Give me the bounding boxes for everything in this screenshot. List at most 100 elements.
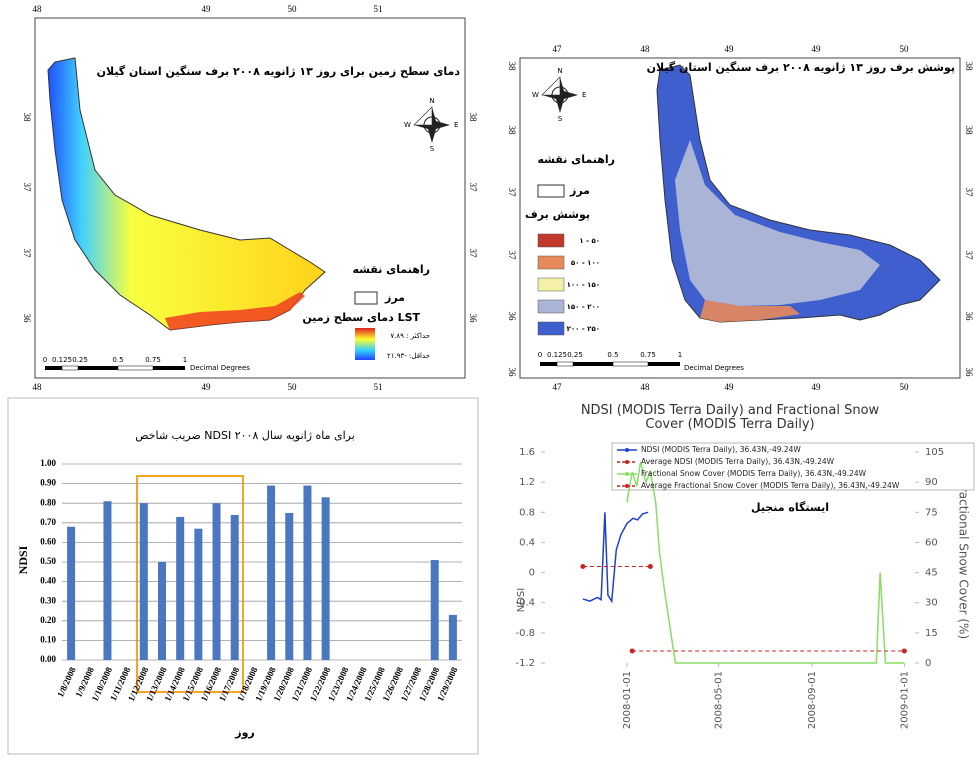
legend-label: مرز bbox=[384, 291, 405, 304]
y2-tick-label: 90 bbox=[925, 477, 938, 488]
y-tick-label: 0.10 bbox=[40, 634, 56, 644]
legend-swatch bbox=[537, 233, 565, 248]
legend-label: Average Fractional Snow Cover (MODIS Ter… bbox=[641, 481, 900, 490]
lat-label: 37 bbox=[22, 249, 32, 259]
y-tick-label: -1.2 bbox=[515, 658, 535, 669]
y-tick-label: 1.6 bbox=[519, 447, 535, 458]
legend-label: ۲۰۰ - ۲۵۰ bbox=[567, 325, 600, 333]
legend-swatch bbox=[625, 472, 629, 476]
y-tick-label: 1.00 bbox=[40, 458, 56, 468]
y-tick-label: -0.4 bbox=[515, 598, 535, 609]
y-tick-label: 0.40 bbox=[40, 576, 56, 586]
lat-label: 38 bbox=[507, 62, 517, 72]
compass-letter: W bbox=[404, 121, 411, 129]
legend-label: NDSI (MODIS Terra Daily), 36.43N,-49.24W bbox=[641, 445, 801, 454]
scale-label: 1 bbox=[678, 351, 682, 359]
y-tick-label: 0.20 bbox=[40, 615, 56, 625]
highlight-box bbox=[136, 475, 244, 693]
y-tick-label: 0.80 bbox=[40, 497, 56, 507]
legend-label: Average NDSI (MODIS Terra Daily), 36.43N… bbox=[641, 457, 835, 466]
compass-letter: E bbox=[582, 91, 586, 99]
point bbox=[647, 564, 653, 570]
lat-label: 38 bbox=[22, 113, 32, 123]
lat-label: 38 bbox=[507, 126, 517, 136]
lat-label: 36 bbox=[468, 314, 478, 324]
point bbox=[580, 564, 586, 570]
y-tick-label: -0.8 bbox=[515, 628, 535, 639]
map-panel: پوشش برف روز ۱۳ ژانویه ۲۰۰۸ برف سنگین اس… bbox=[507, 44, 974, 392]
lat-label: 36 bbox=[964, 368, 974, 378]
scale-label: 0.125 bbox=[52, 356, 72, 364]
chart-title: NDSI (MODIS Terra Daily) and Fractional … bbox=[580, 403, 880, 432]
compass-letter: N bbox=[429, 97, 434, 105]
x-tick-label: 2008-05-01 bbox=[714, 671, 725, 729]
y2-tick-label: 0 bbox=[925, 658, 931, 669]
y2-tick-label: 75 bbox=[925, 507, 938, 518]
warm-zone bbox=[165, 292, 305, 330]
bar bbox=[139, 503, 148, 660]
legend-swatch bbox=[625, 460, 629, 464]
scale-label: 0 bbox=[43, 356, 47, 364]
y2-tick-label: 45 bbox=[925, 568, 938, 579]
lat-label: 38 bbox=[468, 113, 478, 123]
scale-label: 1 bbox=[183, 356, 187, 364]
bar bbox=[430, 560, 439, 660]
lon-label: 48 bbox=[641, 382, 651, 392]
compass-letter: E bbox=[454, 121, 458, 129]
legend-swatch bbox=[354, 291, 378, 305]
lon-label: 49 bbox=[725, 382, 735, 392]
scale-unit: Decimal Degrees bbox=[684, 364, 744, 372]
bar bbox=[303, 485, 312, 660]
y-tick-label: 0.60 bbox=[40, 536, 56, 546]
lat-label: 37 bbox=[964, 188, 974, 198]
legend-swatch bbox=[537, 321, 565, 336]
legend-swatch bbox=[537, 255, 565, 270]
color-bar bbox=[355, 328, 375, 360]
y-tick-label: 1.2 bbox=[519, 477, 535, 488]
bar bbox=[103, 501, 112, 660]
y-tick-label: 0.50 bbox=[40, 556, 56, 566]
legend-box bbox=[611, 442, 975, 491]
legend-label: ۱ - ۵۰ bbox=[579, 237, 600, 245]
y-tick-label: 0.30 bbox=[40, 595, 56, 605]
lon-label: 48 bbox=[33, 382, 43, 392]
bar bbox=[285, 513, 294, 660]
compass-letter: S bbox=[430, 145, 435, 153]
compass-letter: N bbox=[557, 67, 562, 75]
x-axis-label: روز bbox=[234, 726, 255, 739]
y2-tick-label: 15 bbox=[925, 628, 938, 639]
y-tick-label: 0.70 bbox=[40, 517, 56, 527]
y2-tick-label: 60 bbox=[925, 537, 938, 548]
bar bbox=[158, 562, 166, 660]
bar bbox=[176, 516, 185, 660]
lon-label: 47 bbox=[553, 44, 563, 54]
y-axis-label: NDSI bbox=[516, 588, 527, 612]
scale-label: 0.25 bbox=[72, 356, 88, 364]
scale-label: 0.125 bbox=[547, 351, 567, 359]
legend-label: دمای سطح زمین LST bbox=[302, 311, 420, 324]
lat-label: 37 bbox=[468, 183, 478, 193]
y-tick-label: 0 bbox=[529, 568, 535, 579]
lon-label: 51 bbox=[374, 382, 383, 392]
snow-zone bbox=[700, 300, 800, 322]
scale-bar: 0 0.125 0.25 0.5 0.75 1 Decimal Degrees bbox=[538, 351, 744, 372]
lat-label: 36 bbox=[507, 368, 517, 378]
map-title: دمای سطح زمین برای روز ۱۳ ژانویه ۲۰۰۸ بر… bbox=[97, 65, 461, 78]
point bbox=[901, 648, 907, 654]
scale-label: 0.75 bbox=[145, 356, 161, 364]
x-tick-label: 2009-01-01 bbox=[899, 671, 910, 729]
chart-title: ضریب شاخص NDSI برای ماه ژانویه سال ۲۰۰۸ bbox=[135, 429, 355, 442]
north-arrow: N S E W bbox=[532, 67, 586, 123]
legend-swatch bbox=[625, 448, 629, 452]
lon-label: 49 bbox=[812, 382, 822, 392]
legend-label: ۱۵۰ - ۲۰۰ bbox=[567, 303, 600, 311]
line-panel: NDSI Fractional Snow Cover (%) ایستگاه م… bbox=[516, 442, 975, 639]
lat-label: 38 bbox=[964, 62, 974, 72]
lat-label: 37 bbox=[507, 188, 517, 198]
lon-label: 51 bbox=[374, 4, 383, 14]
y-tick-label: 0.8 bbox=[519, 507, 535, 518]
series-line bbox=[582, 511, 649, 604]
snow-zone bbox=[675, 140, 880, 306]
y2-tick-label: 30 bbox=[925, 598, 938, 609]
